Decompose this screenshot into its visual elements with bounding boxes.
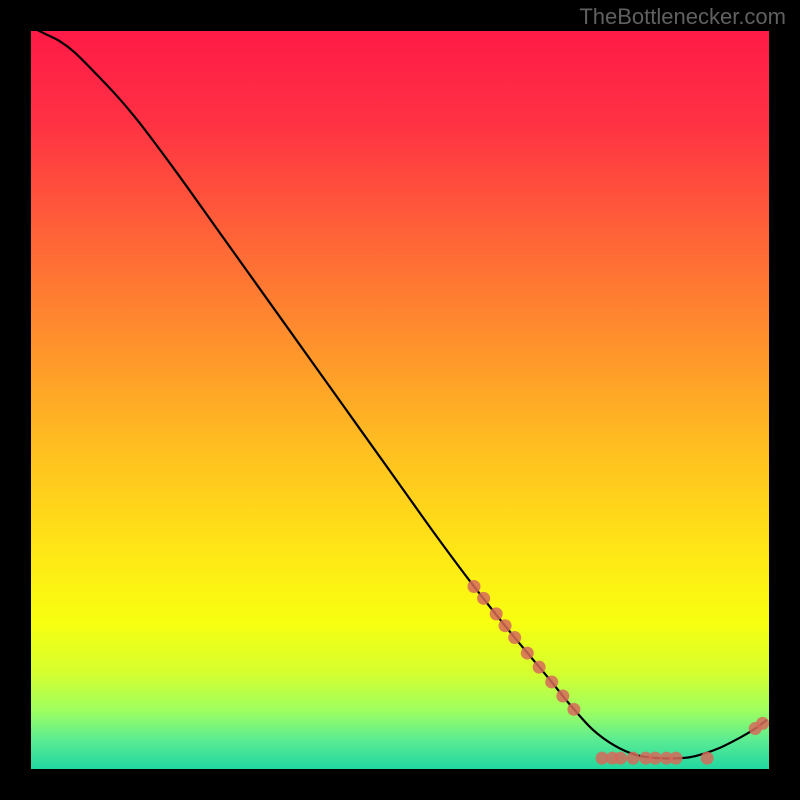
data-marker — [567, 703, 580, 716]
chart-frame: TheBottlenecker.com — [0, 0, 800, 800]
data-marker — [756, 717, 769, 730]
bottleneck-curve-chart — [0, 0, 800, 800]
data-marker — [627, 752, 640, 765]
data-marker — [701, 752, 714, 765]
data-marker — [521, 647, 534, 660]
data-marker — [649, 752, 662, 765]
plot-background — [30, 30, 770, 770]
data-marker — [545, 675, 558, 688]
data-marker — [614, 752, 627, 765]
data-marker — [556, 690, 569, 703]
plot-area — [30, 30, 770, 770]
data-marker — [670, 752, 683, 765]
data-marker — [468, 580, 481, 593]
data-marker — [508, 631, 521, 644]
data-marker — [499, 619, 512, 632]
data-marker — [477, 592, 490, 605]
data-marker — [533, 661, 546, 674]
data-marker — [490, 607, 503, 620]
